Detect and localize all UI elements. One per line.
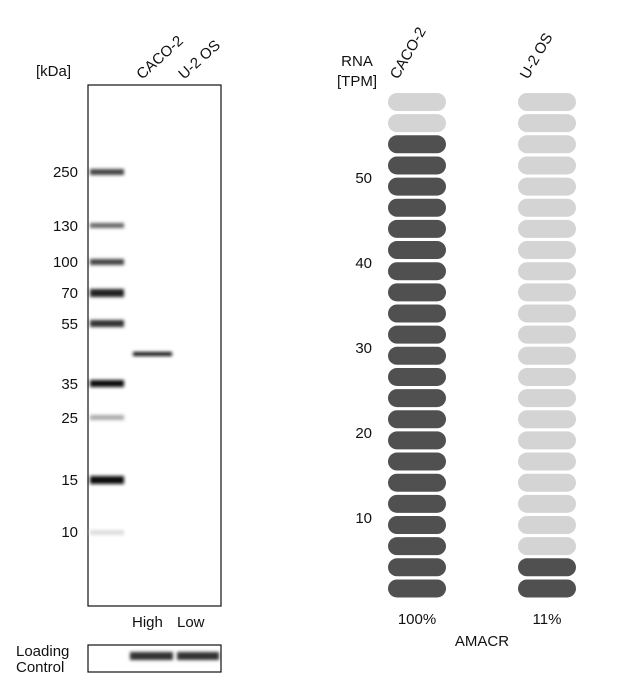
rna-pill xyxy=(518,219,576,238)
y-tick-label: 40 xyxy=(355,255,372,272)
rna-pill xyxy=(388,156,446,175)
rna-pill xyxy=(388,241,446,260)
rna-pill xyxy=(518,177,576,196)
column-label: CACO-2 xyxy=(387,24,430,82)
rna-pill xyxy=(388,93,446,111)
rna-pill xyxy=(518,516,576,534)
rna-pill xyxy=(388,114,446,133)
rna-pill xyxy=(388,410,446,429)
y-tick-label: 20 xyxy=(355,425,372,442)
marker-label: 10 xyxy=(61,524,78,541)
marker-label: 25 xyxy=(61,410,78,427)
column-label: U-2 OS xyxy=(517,30,557,82)
rna-pill xyxy=(518,93,576,111)
rna-pill xyxy=(388,558,446,577)
rna-pill xyxy=(518,135,576,154)
level-label: High xyxy=(132,614,163,631)
marker-label: 55 xyxy=(61,316,78,333)
blot-frame xyxy=(87,84,222,607)
y-tick-label: 10 xyxy=(355,510,372,527)
rna-pill xyxy=(388,452,446,471)
rna-pill xyxy=(518,325,576,344)
rna-pill xyxy=(388,325,446,344)
rna-pill xyxy=(388,283,446,302)
rna-pill xyxy=(518,537,576,556)
gene-label: AMACR xyxy=(455,633,509,650)
loading-band xyxy=(130,652,173,660)
loading-band xyxy=(177,652,219,660)
percent-label: 100% xyxy=(398,611,436,628)
rna-pill xyxy=(388,537,446,556)
rna-pill xyxy=(388,516,446,534)
y-tick-label: 30 xyxy=(355,340,372,357)
rna-pill xyxy=(518,241,576,260)
y-tick-label: 50 xyxy=(355,170,372,187)
rna-pill xyxy=(518,283,576,302)
rna-pill xyxy=(388,389,446,408)
rna-axis-label: [TPM] xyxy=(337,73,377,90)
rna-pill xyxy=(518,410,576,429)
marker-label: 35 xyxy=(61,376,78,393)
percent-label: 11% xyxy=(533,611,562,628)
rna-pill xyxy=(388,262,446,281)
loading-label: Control xyxy=(16,659,64,676)
rna-pill xyxy=(518,262,576,281)
rna-pill xyxy=(518,494,576,513)
rna-pill xyxy=(388,579,446,598)
rna-pill xyxy=(388,177,446,196)
rna-pill xyxy=(518,346,576,365)
marker-label: 130 xyxy=(53,218,78,235)
rna-pill xyxy=(518,367,576,386)
rna-pill xyxy=(518,304,576,323)
rna-pill xyxy=(518,431,576,450)
loading-label: Loading xyxy=(16,643,69,660)
rna-pill xyxy=(388,494,446,513)
rna-pill xyxy=(518,198,576,217)
rna-pill xyxy=(388,473,446,492)
rna-pill xyxy=(518,114,576,133)
rna-pill xyxy=(518,579,576,598)
marker-label: 100 xyxy=(53,254,78,271)
marker-label: 15 xyxy=(61,472,78,489)
rna-pill xyxy=(518,452,576,471)
level-label: Low xyxy=(177,614,205,631)
rna-pill xyxy=(518,473,576,492)
rna-pill xyxy=(388,304,446,323)
rna-axis-label: RNA xyxy=(341,53,373,70)
rna-pill xyxy=(388,219,446,238)
rna-pill xyxy=(518,156,576,175)
ladder xyxy=(90,169,124,535)
rna-pill xyxy=(388,367,446,386)
unit-label: [kDa] xyxy=(36,63,71,80)
rna-pill xyxy=(388,198,446,217)
rna-pill xyxy=(518,389,576,408)
rna-pill xyxy=(388,135,446,154)
marker-label: 70 xyxy=(61,285,78,302)
marker-label: 250 xyxy=(53,164,78,181)
rna-pill xyxy=(518,558,576,577)
rna-pill xyxy=(388,346,446,365)
rna-pill xyxy=(388,431,446,450)
sample-band xyxy=(133,352,172,356)
